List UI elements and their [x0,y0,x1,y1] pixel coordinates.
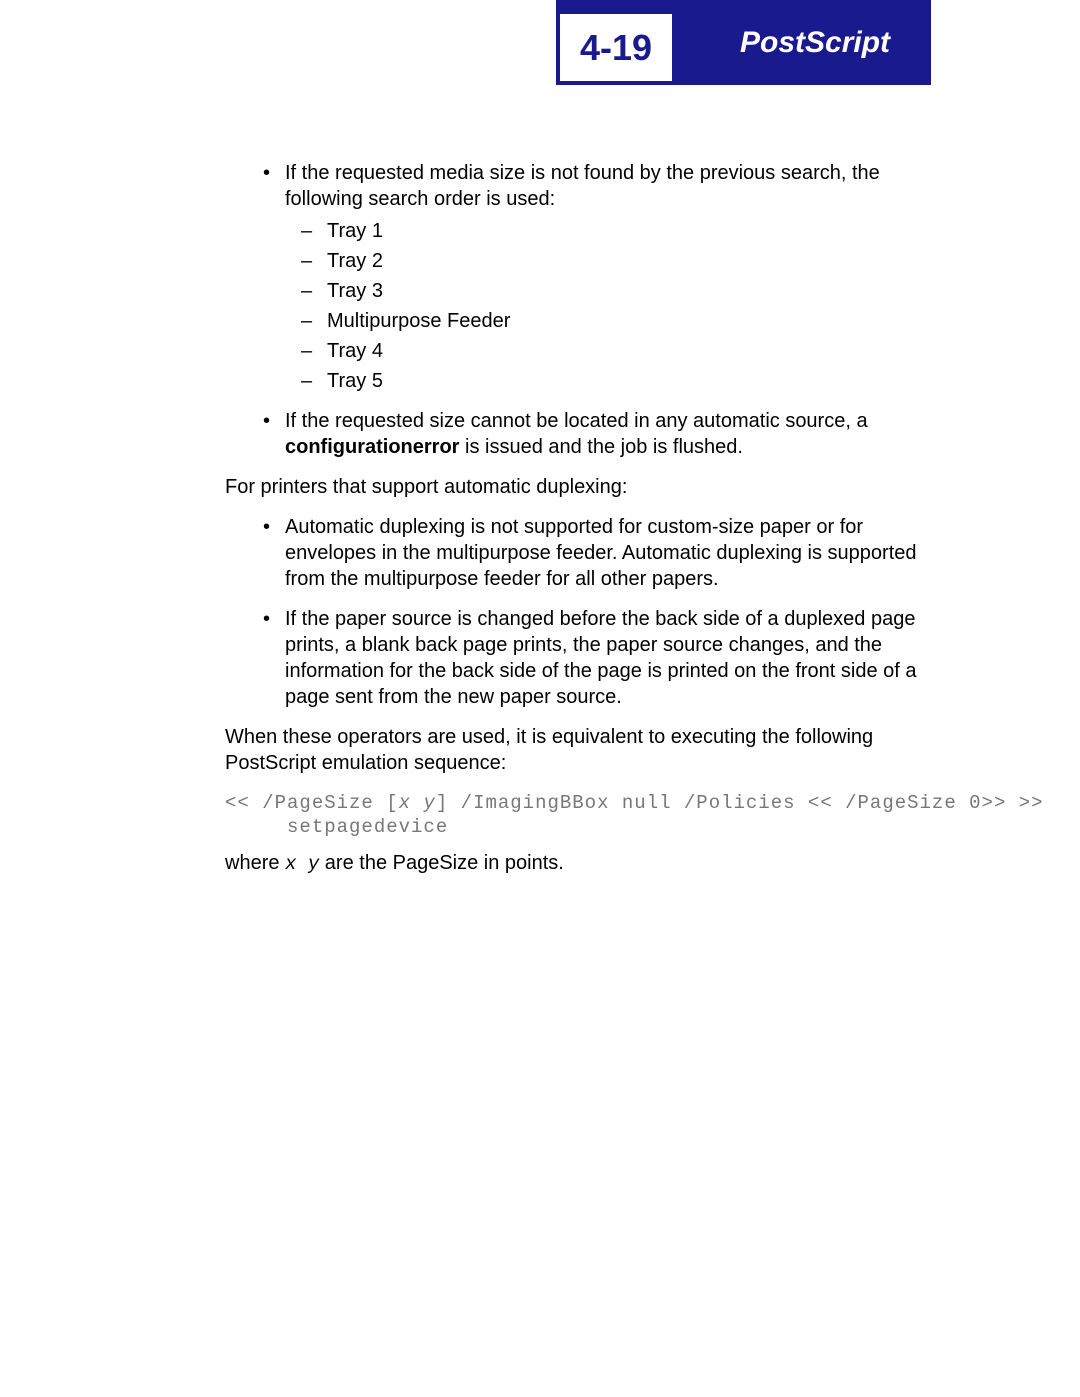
code-italic: x y [399,792,436,814]
dash-item: Tray 2 [285,248,931,274]
paragraph: For printers that support automatic dupl… [225,474,931,500]
where-line: where x y are the PageSize in points. [225,850,931,877]
code-text: setpagedevice [225,816,448,838]
code-text: << /PageSize [ [225,792,399,814]
dash-item: Tray 5 [285,368,931,394]
header-title: PostScript [700,0,930,85]
dash-list: Tray 1 Tray 2 Tray 3 Multipurpose Feeder… [285,218,931,394]
bullet-item: If the requested media size is not found… [225,160,931,394]
dash-item: Tray 3 [285,278,931,304]
content: If the requested media size is not found… [225,160,931,876]
bullet-item: If the paper source is changed before th… [225,606,931,710]
bullet-text: If the requested media size is not found… [285,162,880,210]
code-block: << /PageSize [x y] /ImagingBBox null /Po… [225,792,931,840]
bullet-item: Automatic duplexing is not supported for… [225,514,931,592]
dash-item: Tray 4 [285,338,931,364]
page: 4-19 PostScript If the requested media s… [0,0,1080,1397]
where-post: are the PageSize in points. [319,852,564,874]
bullet-text-bold: configurationerror [285,436,459,458]
bullet-item: If the requested size cannot be located … [225,408,931,460]
code-text: ] /ImagingBBox null /Policies << /PageSi… [436,792,1044,814]
paragraph: When these operators are used, it is equ… [225,724,931,776]
dash-item: Multipurpose Feeder [285,308,931,334]
page-number: 4-19 [580,27,652,69]
page-number-box: 4-19 [556,10,676,85]
bullet-text-pre: If the requested size cannot be located … [285,410,868,432]
dash-item: Tray 1 [285,218,931,244]
where-pre: where [225,852,285,874]
where-xy: x y [285,853,319,875]
bullet-list-2: Automatic duplexing is not supported for… [225,514,931,710]
bullet-text-post: is issued and the job is flushed. [459,436,743,458]
bullet-list-1: If the requested media size is not found… [225,160,931,460]
